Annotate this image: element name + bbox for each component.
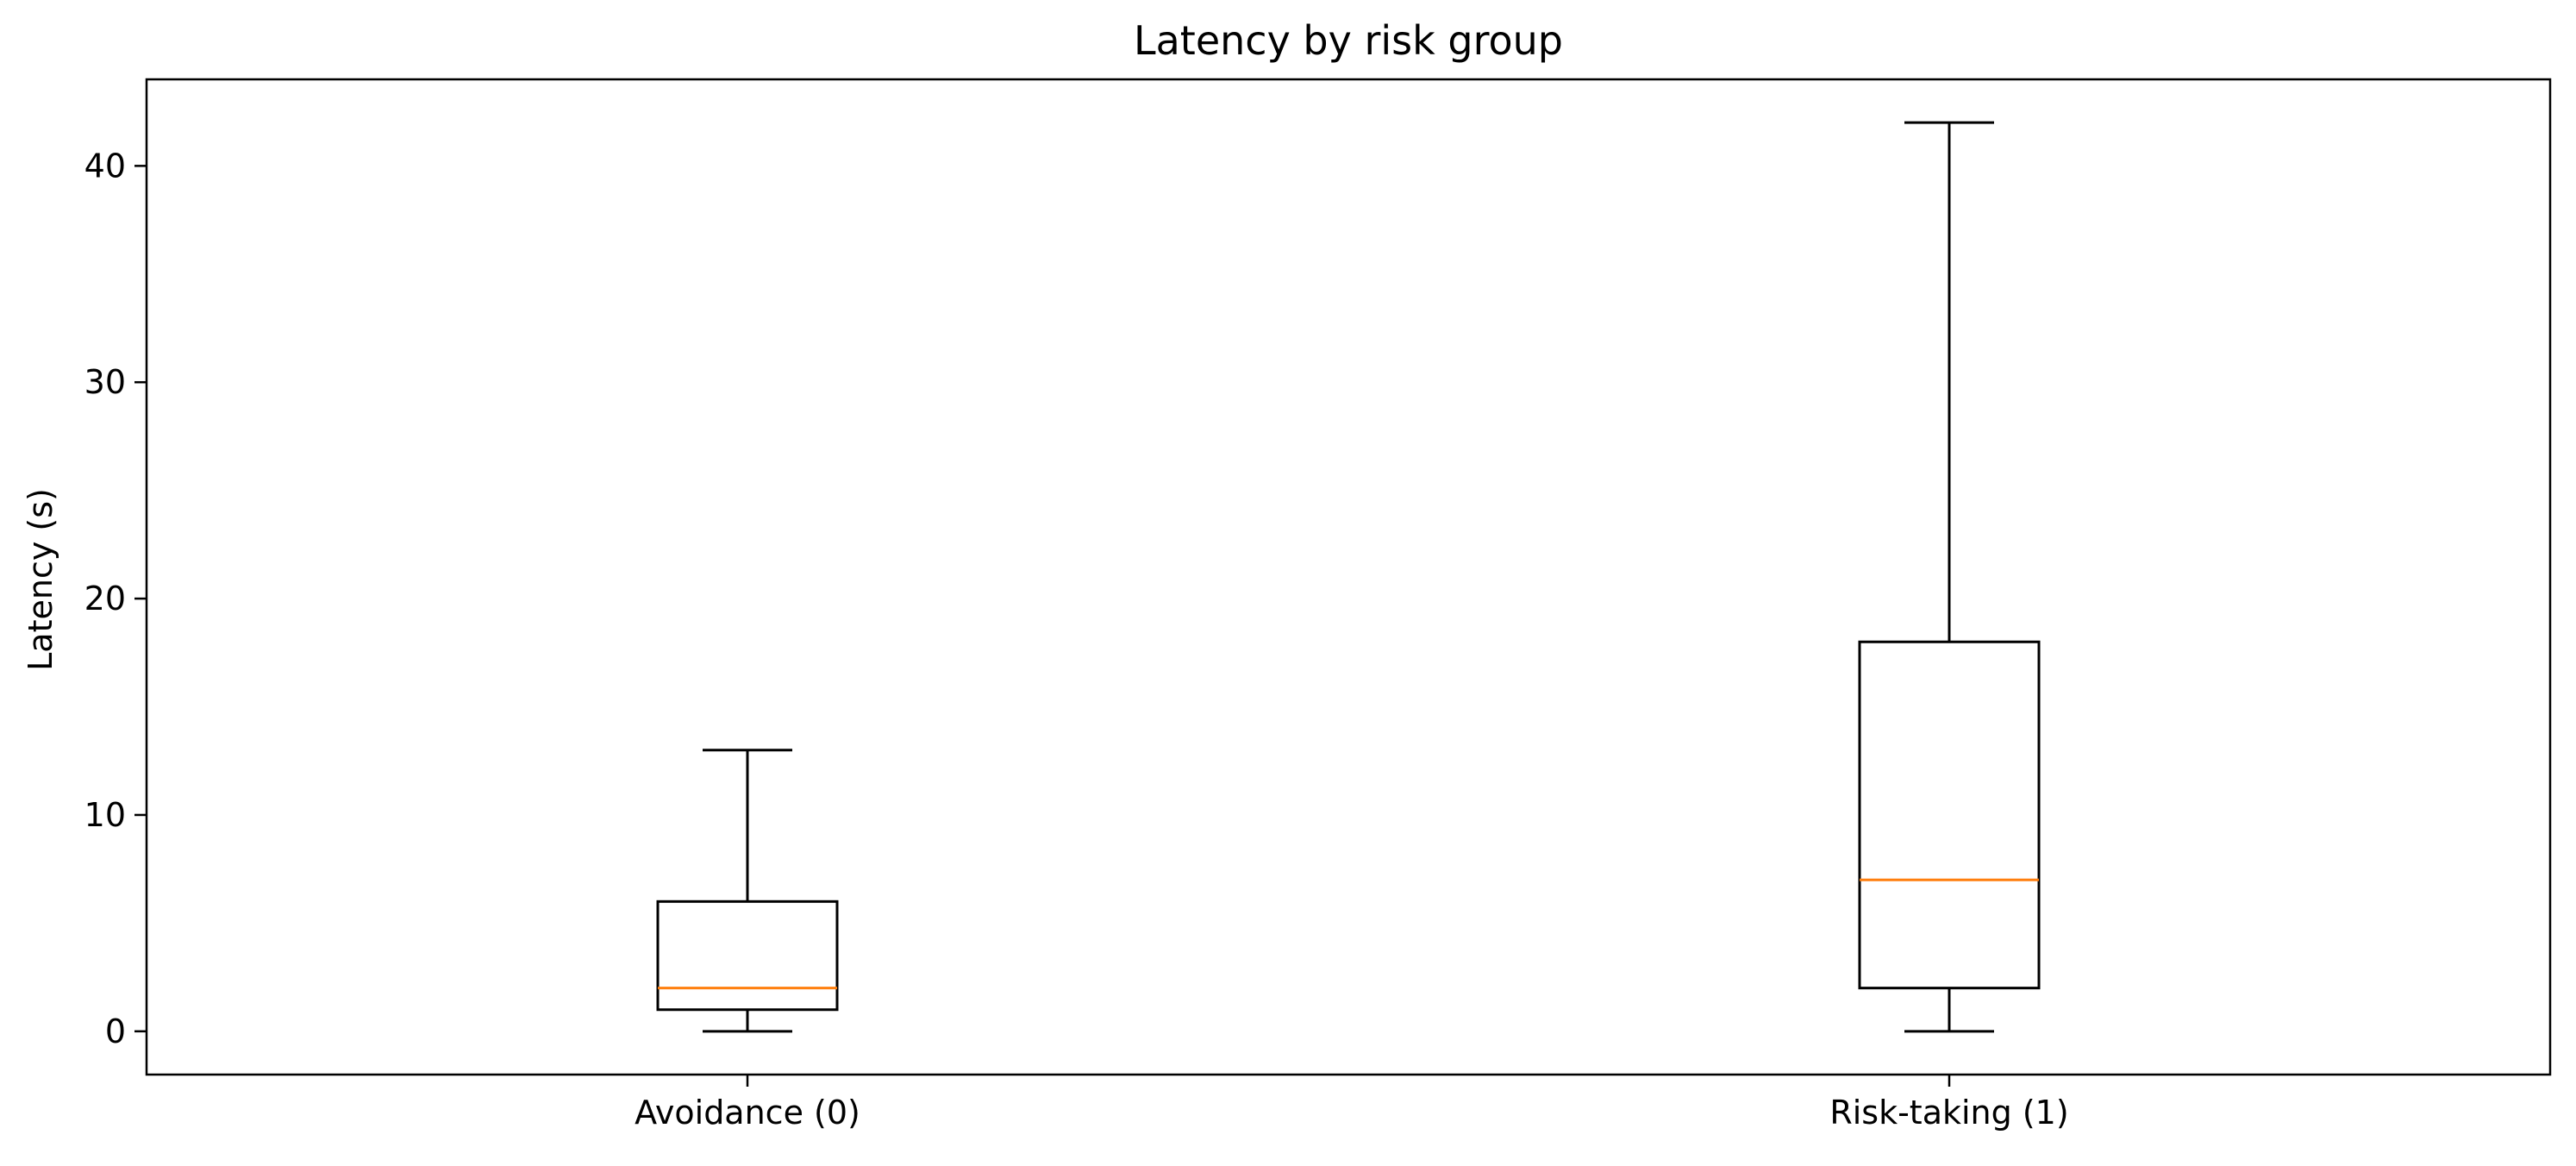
y-tick-label: 10 [84,796,126,834]
chart-title: Latency by risk group [1134,17,1563,64]
y-tick-label: 0 [105,1012,126,1050]
y-tick-label: 20 [84,580,126,617]
iqr-box [1858,640,2041,990]
y-tick-label: 40 [84,147,126,185]
plot-area-frame [145,78,2552,1076]
y-axis-label: Latency (s) [22,488,59,671]
y-tick-label: 30 [84,363,126,401]
chart-marks: 0 10 20 30 40 Avoidance (0) Risk-taking (1) [84,121,2069,1132]
x-tick-label: Avoidance (0) [635,1094,860,1132]
iqr-box [656,900,839,1012]
x-tick-label: Risk-taking (1) [1829,1094,2068,1132]
